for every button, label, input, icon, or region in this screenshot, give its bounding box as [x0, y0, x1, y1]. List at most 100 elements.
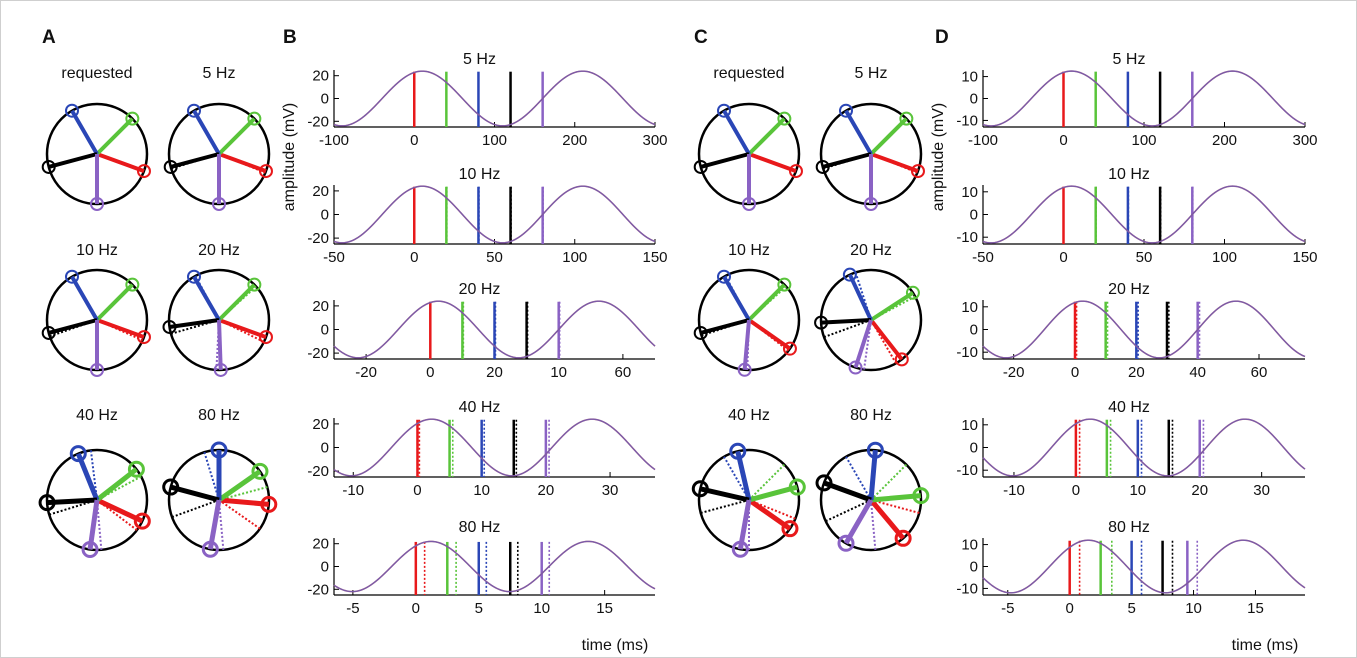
x-tick-label: 0: [1059, 249, 1067, 266]
waveform-series: [982, 185, 1306, 244]
phase-vector-marker: [210, 441, 228, 459]
y-tick-label: 10: [961, 417, 978, 434]
x-tick-label: 10: [1129, 482, 1146, 499]
phase-circle: [819, 448, 923, 552]
subplot-title: 80 Hz: [459, 519, 501, 536]
phase-diagram: requested: [693, 65, 803, 211]
phase-vector-marker: [729, 442, 747, 460]
x-tick-label: -100: [319, 132, 349, 149]
phase-vector-marker: [247, 277, 262, 292]
x-tick-label: 300: [1292, 132, 1317, 149]
x-tick-label: 15: [596, 600, 613, 617]
phase-vector-marker: [815, 159, 830, 174]
phase-vector-marker: [213, 362, 228, 377]
phase-vector-dotted: [870, 499, 877, 550]
panel-letter-a: A: [42, 27, 56, 48]
y-tick-label: -20: [307, 345, 329, 362]
y-tick-label: 10: [961, 69, 978, 86]
phase-vector: [70, 275, 99, 322]
phase-vector: [748, 152, 797, 173]
phase-vector: [217, 319, 223, 371]
x-tick-label: 10: [473, 482, 490, 499]
phase-vector: [95, 283, 134, 322]
phase-vector-marker: [731, 540, 749, 558]
subplot-title: 10 Hz: [459, 166, 501, 183]
x-tick-label: -10: [342, 482, 364, 499]
panel-letter-d: D: [935, 27, 949, 48]
phase-vector-marker: [201, 540, 219, 558]
phase-vector: [217, 117, 256, 156]
phase-vector-marker: [125, 277, 140, 292]
phase-vector-dotted: [845, 456, 872, 501]
x-tick-label: 10: [533, 600, 550, 617]
phase-vector-marker: [260, 495, 278, 513]
y-tick-label: -20: [307, 113, 329, 130]
subplot-title: 5 Hz: [1113, 51, 1146, 68]
phase-vector-marker: [842, 267, 857, 282]
x-tick-label: -100: [968, 132, 998, 149]
phase-vector-marker: [693, 159, 708, 174]
x-tick-label: 20: [1128, 364, 1145, 381]
phase-circle: [819, 268, 923, 372]
phase-vector-marker: [125, 111, 140, 126]
y-tick-label: 20: [312, 298, 329, 315]
waveform-series: [333, 185, 656, 244]
phase-diagram: 10 Hz: [693, 242, 801, 377]
x-tick-label: 10: [550, 364, 567, 381]
phase-vector: [820, 318, 872, 325]
phase-vector: [844, 109, 873, 156]
phase-diagram-label: 80 Hz: [198, 407, 240, 424]
waveform-series: [333, 70, 656, 127]
x-axis-label: time (ms): [1232, 637, 1299, 654]
phase-vector-dotted: [171, 499, 220, 519]
x-tick-label: 30: [1253, 482, 1270, 499]
subplot-title: 20 Hz: [1108, 281, 1150, 298]
phase-vector: [870, 152, 919, 173]
y-tick-label: 0: [321, 440, 329, 457]
phase-vector: [747, 283, 786, 322]
x-tick-label: -10: [1003, 482, 1025, 499]
phase-diagrams-c: requested 5 Hz 10 Hz 20 Hz 40 Hz 80 Hz: [691, 65, 930, 558]
subplot-title: 80 Hz: [1108, 519, 1150, 536]
x-tick-label: 0: [410, 132, 418, 149]
phase-diagram: 40 Hz: [691, 407, 806, 558]
x-tick-label: 40: [1189, 364, 1206, 381]
phase-vector-marker: [691, 480, 709, 498]
subplot-title: 40 Hz: [459, 399, 501, 416]
phase-vector-marker: [136, 330, 151, 345]
phase-vector-marker: [187, 269, 201, 284]
x-tick-label: 0: [413, 482, 421, 499]
subplot-title: 10 Hz: [1108, 166, 1150, 183]
phase-vector-marker: [899, 111, 914, 126]
phase-diagram-label: 10 Hz: [76, 242, 118, 259]
phase-vector-dotted: [218, 486, 268, 501]
phase-vector-marker: [90, 363, 104, 377]
y-tick-label: -20: [307, 230, 329, 247]
phase-vector-marker: [894, 352, 909, 367]
x-tick-label: -5: [346, 600, 359, 617]
x-tick-label: 30: [602, 482, 619, 499]
phase-diagram: 20 Hz: [162, 242, 273, 377]
phase-diagram: 40 Hz: [38, 407, 151, 559]
x-tick-label: 100: [1212, 249, 1237, 266]
y-tick-label: 10: [961, 299, 978, 316]
waveform-series: [333, 300, 656, 359]
x-tick-label: 60: [615, 364, 632, 381]
x-tick-label: 0: [1059, 132, 1067, 149]
phase-vector: [192, 109, 221, 156]
x-tick-label: 20: [486, 364, 503, 381]
x-tick-label: -5: [1001, 600, 1014, 617]
phase-vector-marker: [90, 197, 104, 211]
phase-diagram-label: 40 Hz: [76, 407, 118, 424]
phase-vector-marker: [788, 164, 803, 179]
phase-vector: [169, 318, 220, 329]
phase-vector: [869, 318, 904, 361]
phase-vector: [170, 152, 220, 169]
phase-vector-marker: [162, 319, 177, 334]
waveform-series: [982, 539, 1306, 594]
y-tick-label: 10: [961, 537, 978, 554]
x-tick-label: 150: [1292, 249, 1317, 266]
x-tick-label: 5: [475, 600, 483, 617]
phase-vector: [70, 109, 99, 156]
